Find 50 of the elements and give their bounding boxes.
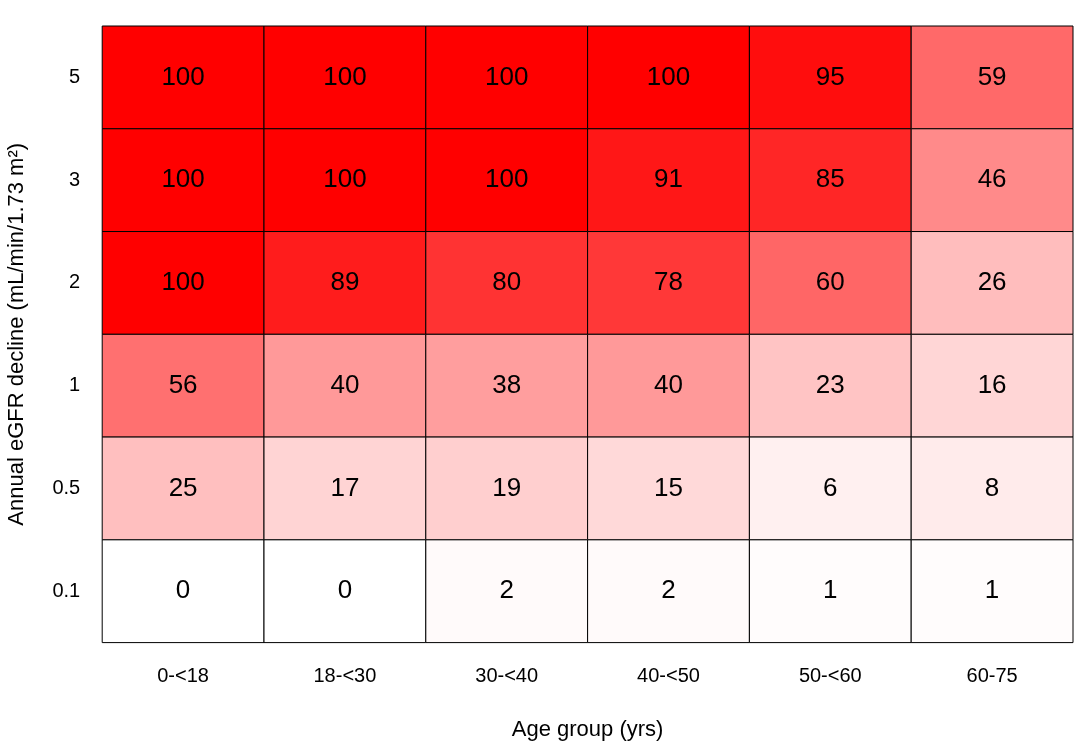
data-label: 100 — [161, 60, 205, 91]
x-tick-label: 40-<50 — [637, 664, 700, 687]
data-label: 100 — [323, 60, 367, 91]
data-label: 1 — [823, 574, 838, 605]
data-label: 100 — [485, 163, 529, 194]
data-label: 46 — [977, 163, 1007, 194]
data-label: 0 — [337, 574, 353, 605]
data-label: 40 — [654, 368, 683, 399]
data-label: 100 — [161, 163, 205, 194]
data-label: 59 — [977, 60, 1007, 91]
y-tick-label: 0.5 — [52, 475, 81, 498]
x-tick-label: 0-<18 — [157, 664, 209, 687]
data-label: 100 — [161, 266, 205, 297]
data-label: 100 — [323, 163, 367, 194]
data-label: 16 — [977, 368, 1007, 399]
data-label: 6 — [823, 471, 838, 502]
y-tick-label: 3 — [69, 167, 81, 190]
x-tick-label: 30-<40 — [475, 664, 539, 687]
x-tick-label: 18-<30 — [313, 664, 377, 687]
data-label: 89 — [330, 266, 360, 297]
data-label: 100 — [485, 60, 529, 91]
data-label: 40 — [330, 368, 360, 399]
y-axis-title: Annual eGFR decline (mL/min/1.73 m²) — [3, 142, 29, 526]
data-label: 19 — [492, 471, 522, 502]
data-label: 23 — [815, 368, 845, 399]
x-axis-title: Age group (yrs) — [511, 715, 664, 741]
data-label: 78 — [654, 266, 683, 297]
data-label: 85 — [815, 163, 845, 194]
data-label: 15 — [654, 471, 683, 502]
x-tick-label: 60-75 — [966, 664, 1018, 687]
x-tick-label: 50-<60 — [798, 664, 862, 687]
data-label: 0 — [175, 574, 191, 605]
data-label: 2 — [661, 574, 676, 605]
data-label: 26 — [977, 266, 1007, 297]
y-tick-label: 5 — [69, 64, 81, 87]
y-tick-label: 1 — [69, 373, 81, 396]
data-label: 100 — [646, 60, 691, 91]
data-label: 1 — [984, 574, 1000, 605]
data-label: 91 — [654, 163, 683, 194]
data-label: 38 — [492, 368, 522, 399]
data-label: 25 — [168, 471, 198, 502]
y-tick-label: 0.1 — [52, 578, 81, 601]
data-label: 80 — [492, 266, 522, 297]
y-tick-label: 2 — [69, 270, 81, 293]
data-label: 56 — [168, 368, 198, 399]
data-label: 17 — [330, 471, 360, 502]
data-label: 95 — [815, 60, 845, 91]
data-label: 8 — [984, 471, 1000, 502]
data-label: 60 — [815, 266, 845, 297]
data-label: 2 — [499, 574, 514, 605]
